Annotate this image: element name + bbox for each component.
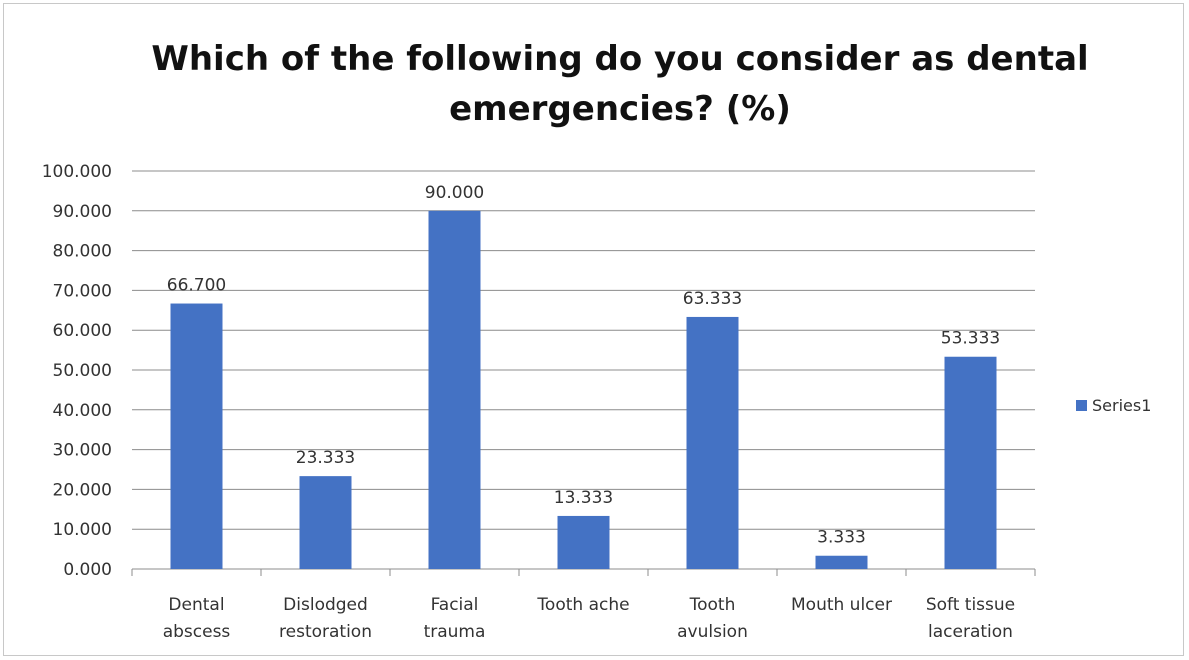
category-label: Dislodged <box>283 595 368 615</box>
y-tick-label: 90.000 <box>53 202 112 222</box>
y-tick-label: 0.000 <box>63 560 112 580</box>
category-label: Tooth <box>689 595 736 615</box>
y-tick-label: 30.000 <box>53 441 112 461</box>
y-tick-label: 10.000 <box>53 520 112 540</box>
category-label: restoration <box>279 622 372 642</box>
category-label: avulsion <box>677 622 748 642</box>
data-label: 23.333 <box>296 448 355 468</box>
data-label: 90.000 <box>425 183 484 203</box>
bar <box>170 303 223 569</box>
legend-label: Series1 <box>1092 396 1151 415</box>
y-tick-label: 20.000 <box>53 480 112 500</box>
bar <box>944 356 997 569</box>
category-label: abscess <box>163 622 231 642</box>
data-label: 63.333 <box>683 289 742 309</box>
data-label: 66.700 <box>167 276 226 296</box>
bar <box>299 476 352 569</box>
bar <box>686 316 739 569</box>
y-tick-label: 60.000 <box>53 321 112 341</box>
bar <box>557 515 610 569</box>
category-label: Soft tissue <box>926 595 1015 615</box>
chart-title: Which of the following do you consider a… <box>151 39 1089 129</box>
category-label: Mouth ulcer <box>791 595 892 615</box>
y-tick-label: 70.000 <box>53 281 112 301</box>
data-label: 13.333 <box>554 488 613 508</box>
category-label: Tooth ache <box>536 595 629 615</box>
bar <box>815 555 868 569</box>
y-tick-label: 50.000 <box>53 361 112 381</box>
category-label: trauma <box>424 622 486 642</box>
legend-swatch <box>1076 400 1087 411</box>
y-tick-label: 40.000 <box>53 401 112 421</box>
category-label: laceration <box>928 622 1013 642</box>
bar <box>428 210 481 570</box>
data-label: 53.333 <box>941 329 1000 349</box>
category-label: Dental <box>168 595 224 615</box>
y-tick-label: 80.000 <box>53 242 112 262</box>
category-label: Facial <box>431 595 479 615</box>
y-tick-label: 100.000 <box>42 162 112 182</box>
data-label: 3.333 <box>817 528 866 548</box>
